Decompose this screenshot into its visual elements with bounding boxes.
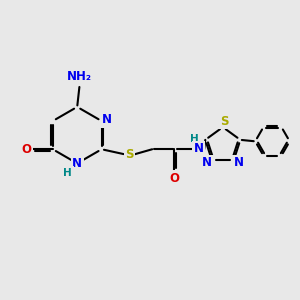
Text: S: S	[220, 115, 229, 128]
Text: H: H	[63, 168, 72, 178]
Text: NH₂: NH₂	[67, 70, 92, 83]
Text: O: O	[21, 143, 31, 156]
Text: O: O	[169, 172, 179, 184]
Text: N: N	[194, 142, 204, 155]
Text: N: N	[72, 158, 82, 170]
Text: N: N	[202, 156, 212, 169]
Text: N: N	[102, 113, 112, 126]
Text: S: S	[125, 148, 134, 161]
Text: H: H	[190, 134, 199, 144]
Text: N: N	[234, 156, 244, 169]
